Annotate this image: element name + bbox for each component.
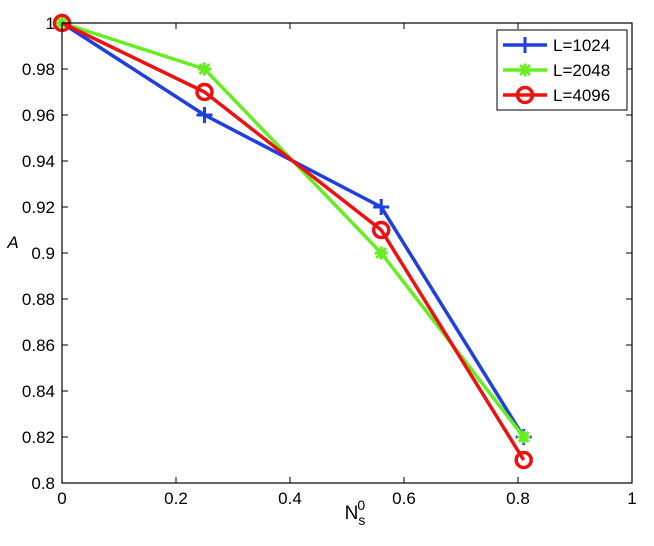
y-tick-label: 0.8 bbox=[31, 474, 55, 493]
y-tick-label: 0.96 bbox=[22, 106, 55, 125]
data-point bbox=[196, 107, 213, 123]
x-tick-label: 0.4 bbox=[278, 489, 302, 508]
legend-item: L=1024 bbox=[503, 36, 610, 55]
x-axis-label-subscript: s bbox=[358, 512, 365, 528]
legend-item: L=2048 bbox=[503, 61, 610, 80]
legend-label: L=1024 bbox=[553, 36, 610, 55]
data-point bbox=[517, 430, 531, 444]
series-line bbox=[61, 21, 526, 461]
y-tick-label: 1 bbox=[46, 14, 55, 33]
y-tick-label: 0.88 bbox=[22, 290, 55, 309]
data-point bbox=[515, 85, 535, 105]
y-tick-label: 0.94 bbox=[22, 152, 55, 171]
x-axis-label-base: N bbox=[345, 503, 359, 524]
data-point bbox=[371, 220, 391, 240]
legend: L=1024 L=2048 L=4096 bbox=[496, 29, 628, 111]
data-point bbox=[517, 37, 533, 53]
x-tick-label: 0.2 bbox=[164, 489, 188, 508]
x-tick-label: 0 bbox=[57, 489, 66, 508]
data-point bbox=[374, 246, 388, 260]
legend-label: L=4096 bbox=[553, 86, 610, 105]
y-tick-label: 0.84 bbox=[22, 382, 55, 401]
x-axis-label: Ns0 bbox=[345, 497, 366, 528]
series-layer bbox=[52, 13, 533, 470]
series-line bbox=[61, 21, 526, 439]
data-point bbox=[195, 82, 214, 102]
y-tick-label: 0.82 bbox=[22, 428, 55, 447]
y-tick-label: 0.86 bbox=[22, 336, 55, 355]
data-point bbox=[518, 63, 532, 77]
y-tick-label: 0.9 bbox=[31, 244, 55, 263]
x-tick-label: 1 bbox=[627, 489, 636, 508]
data-point bbox=[198, 62, 211, 76]
x-tick-label: 0.6 bbox=[392, 489, 416, 508]
axis-ticks: 0 0.2 0.4 0.6 0.8 1 0.8 0.82 0.84 0.86 0.88 0.9 0.92… bbox=[22, 14, 637, 508]
y-tick-label: 0.98 bbox=[22, 60, 55, 79]
data-point bbox=[373, 199, 390, 215]
data-point bbox=[514, 450, 533, 470]
series-line bbox=[61, 21, 526, 438]
x-axis-label-superscript: 0 bbox=[357, 497, 365, 513]
legend-item: L=4096 bbox=[503, 85, 610, 105]
legend-label: L=2048 bbox=[553, 61, 610, 80]
x-tick-label: 0.8 bbox=[506, 489, 530, 508]
y-tick-label: 0.92 bbox=[22, 198, 55, 217]
y-axis-label: A bbox=[6, 233, 18, 252]
